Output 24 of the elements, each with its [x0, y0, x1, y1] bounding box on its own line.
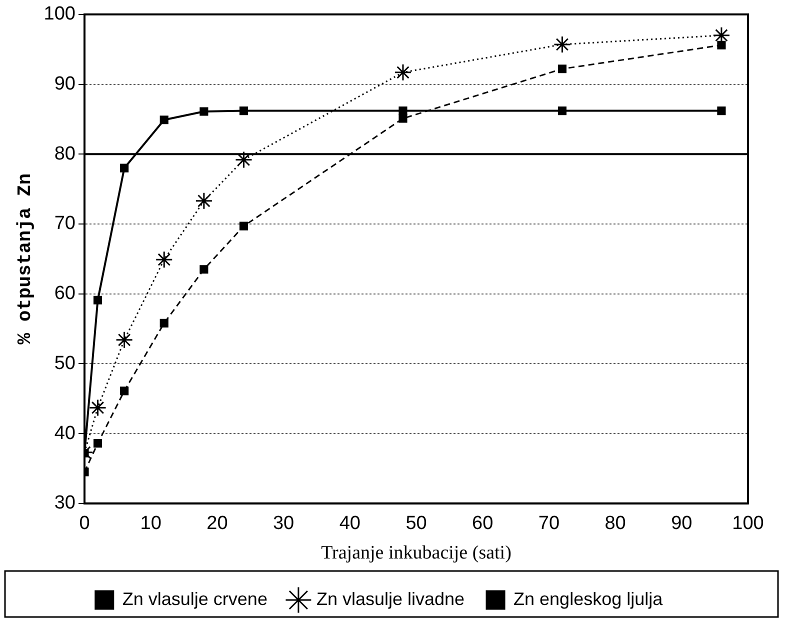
- x-tick-label: 30: [272, 513, 294, 534]
- x-tick-label: 50: [406, 513, 427, 534]
- legend-label: Zn engleskog ljulja: [514, 588, 664, 609]
- x-tick-label: 80: [604, 513, 626, 534]
- y-tick-label: 60: [54, 283, 76, 304]
- x-tick-label: 70: [538, 513, 560, 534]
- y-tick-label: 90: [54, 73, 76, 94]
- y-tick-label: 30: [54, 492, 76, 514]
- x-tick-label: 0: [79, 513, 90, 534]
- y-axis-title: % otpustanja Zn: [14, 173, 36, 344]
- legend-label: Zn vlasulje crvene: [122, 588, 268, 609]
- x-tick-label: 100: [732, 513, 764, 534]
- x-tick-label: 10: [140, 513, 162, 534]
- x-tick-label: 90: [671, 513, 692, 534]
- y-tick-label: 70: [54, 213, 76, 234]
- y-tick-label: 50: [54, 352, 76, 374]
- x-tick-label: 60: [472, 513, 494, 534]
- y-tick-label: 100: [44, 4, 76, 25]
- x-axis-title: Trajanje inkubacije (sati): [321, 542, 512, 564]
- y-tick-label: 80: [54, 143, 76, 164]
- y-tick-label: 40: [54, 422, 76, 444]
- x-tick-label: 40: [339, 513, 360, 534]
- x-tick-label: 20: [206, 513, 228, 534]
- legend-label: Zn vlasulje livadne: [316, 588, 465, 609]
